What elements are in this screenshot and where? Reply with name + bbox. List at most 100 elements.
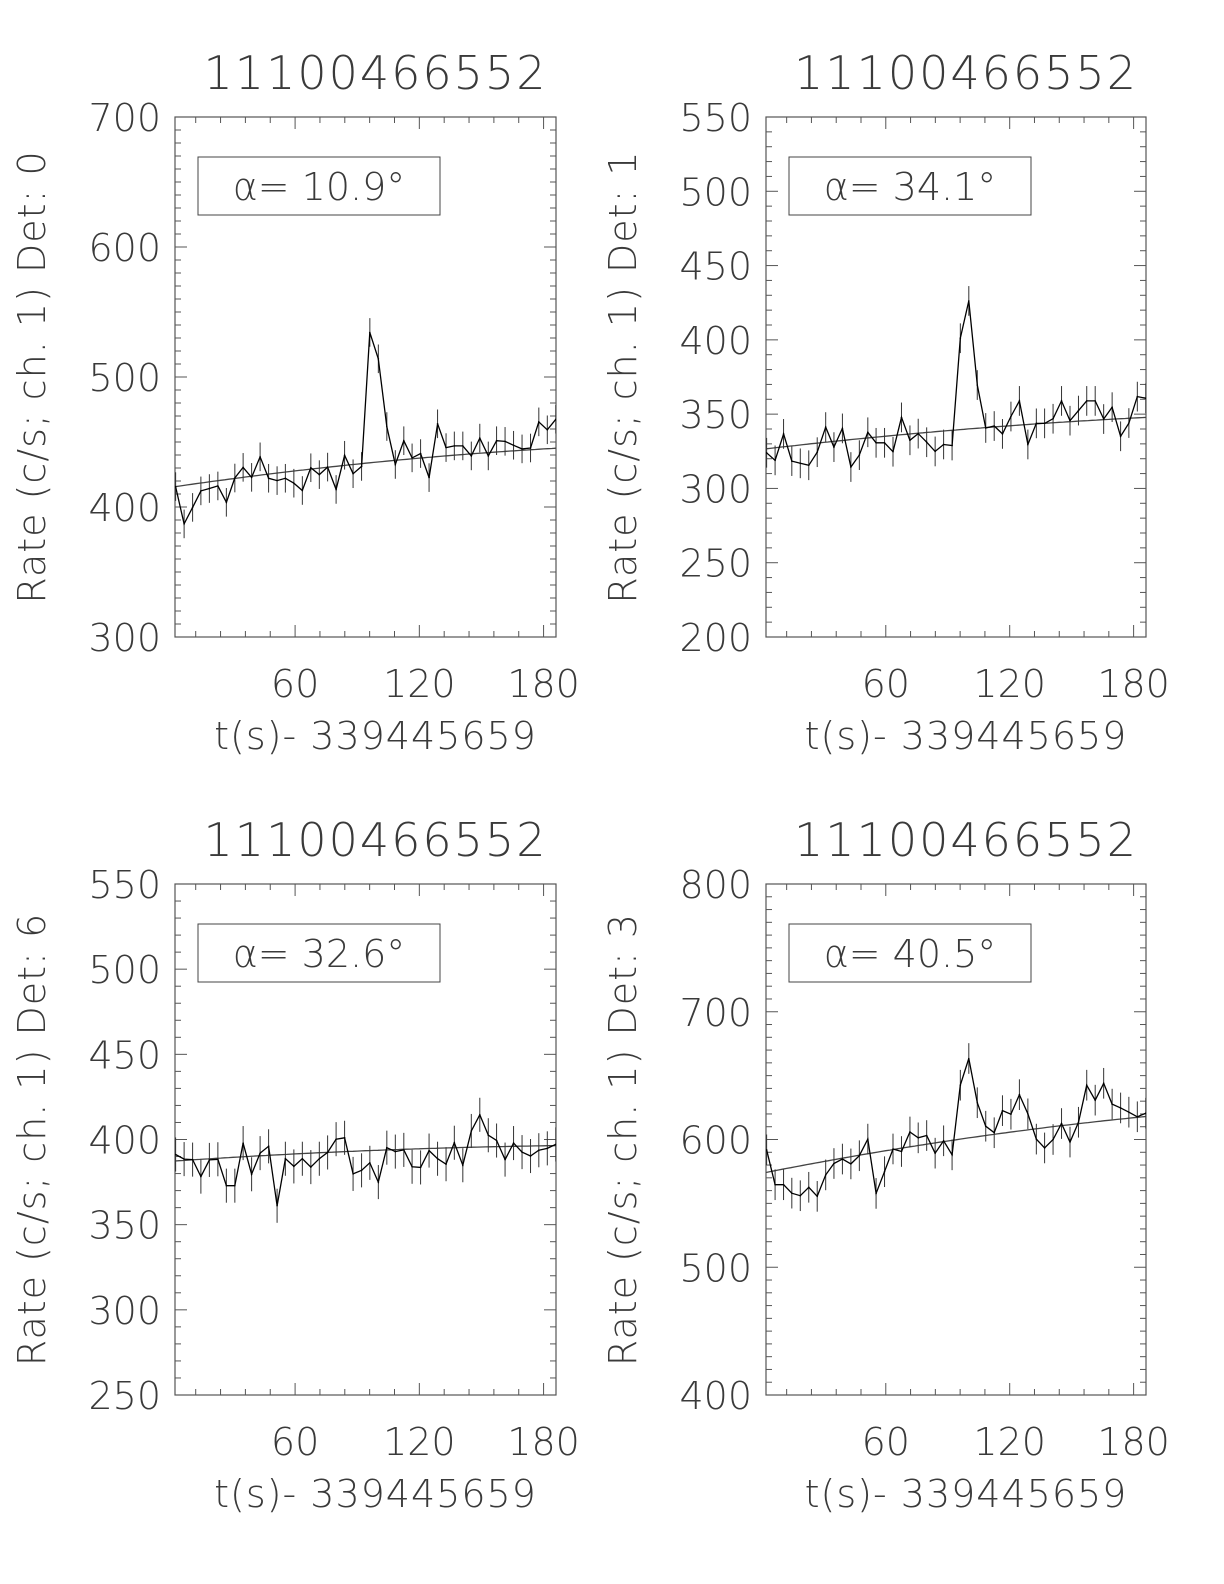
data-point — [419, 1166, 422, 1169]
data-point — [1119, 435, 1122, 438]
y-tick-label: 350 — [679, 393, 752, 437]
y-tick-label: 400 — [679, 1374, 752, 1418]
x-tick-label: 120 — [383, 662, 456, 706]
data-point — [301, 1157, 304, 1160]
data-point — [858, 1154, 861, 1157]
x-tick-label: 180 — [1097, 1420, 1170, 1464]
data-point — [766, 451, 768, 454]
data-point — [774, 459, 776, 462]
data-point — [546, 428, 549, 431]
light-curve — [175, 1113, 556, 1206]
data-point — [976, 1101, 979, 1104]
x-axis-label: t(s)- 339445659 — [214, 1472, 537, 1516]
data-point — [925, 441, 928, 444]
data-point — [1128, 422, 1130, 424]
data-point — [1136, 395, 1139, 398]
data-point — [782, 433, 785, 435]
data-point — [538, 1149, 540, 1152]
data-point — [352, 1173, 354, 1175]
data-point — [529, 1155, 532, 1157]
data-point — [445, 1163, 447, 1165]
data-point — [554, 418, 556, 421]
data-point — [428, 1149, 430, 1152]
data-point — [259, 456, 261, 458]
y-tick-label: 600 — [679, 1119, 752, 1163]
data-point — [284, 477, 287, 480]
data-point — [951, 1154, 953, 1156]
data-point — [841, 1158, 844, 1160]
y-tick-label: 450 — [679, 245, 752, 289]
data-layer — [766, 1043, 1146, 1212]
y-tick-label: 200 — [679, 616, 752, 660]
data-point — [310, 466, 312, 469]
data-point — [875, 442, 877, 444]
data-point — [1010, 1113, 1012, 1116]
x-axis-label: t(s)- 339445659 — [805, 1472, 1128, 1516]
data-point — [984, 1125, 987, 1128]
data-point — [242, 466, 244, 469]
data-point — [1102, 418, 1105, 420]
x-tick-label: 180 — [1097, 662, 1170, 706]
fit-curve — [766, 1115, 1146, 1174]
data-point — [267, 1145, 270, 1148]
data-point — [942, 1139, 945, 1142]
y-axis-label: Rate (c/s; ch. 1) Det: 1 — [601, 150, 645, 603]
data-point — [369, 331, 371, 334]
data-point — [487, 455, 490, 457]
data-point — [1027, 1113, 1029, 1115]
panel-title: 11100466552 — [204, 813, 548, 867]
data-point — [1043, 1147, 1046, 1149]
data-point — [807, 464, 810, 467]
y-tick-label: 400 — [88, 1119, 161, 1163]
data-point — [546, 1147, 549, 1150]
data-point — [377, 358, 380, 360]
y-tick-label: 400 — [88, 486, 161, 530]
data-point — [326, 1151, 329, 1154]
data-point — [512, 1142, 515, 1144]
data-point — [1060, 400, 1063, 402]
data-point — [867, 1138, 869, 1140]
data-point — [909, 439, 911, 442]
panel-1: 11100466552 60 120 180 200 250 300 350 400 450 500… — [601, 46, 1170, 758]
y-tick-label: 400 — [679, 319, 752, 363]
x-tick-label: 180 — [507, 1420, 580, 1464]
data-point — [824, 426, 827, 428]
data-point — [529, 447, 532, 449]
x-tick-label: 60 — [862, 1420, 910, 1464]
y-tick-label: 300 — [88, 616, 161, 660]
data-point — [799, 462, 802, 465]
data-point — [1111, 1103, 1113, 1105]
data-point — [858, 454, 861, 456]
data-point — [521, 448, 523, 450]
data-point — [959, 337, 962, 340]
data-point — [191, 1158, 194, 1161]
data-point — [917, 1137, 920, 1139]
data-point — [521, 1151, 523, 1153]
light-curve — [766, 300, 1146, 469]
data-point — [436, 1157, 439, 1160]
data-point — [386, 1146, 388, 1149]
data-point — [343, 1136, 346, 1139]
data-point — [875, 1192, 877, 1195]
data-point — [293, 1165, 295, 1168]
alpha-annotation: α= 10.9° — [233, 165, 406, 209]
data-point — [250, 1173, 253, 1176]
data-point — [200, 1175, 202, 1178]
data-point — [1018, 400, 1021, 402]
data-point — [335, 488, 337, 491]
data-point — [1111, 406, 1113, 408]
x-axis-label: t(s)- 339445659 — [805, 714, 1128, 758]
data-point — [487, 1134, 490, 1137]
data-point — [352, 472, 354, 475]
data-point — [942, 443, 945, 446]
data-point — [892, 450, 894, 453]
data-point — [900, 416, 903, 419]
data-layer — [175, 318, 556, 539]
data-point — [284, 1157, 287, 1160]
data-point — [436, 423, 439, 425]
data-point — [495, 439, 498, 442]
x-tick-label: 120 — [973, 1420, 1046, 1464]
data-point — [217, 485, 219, 487]
y-tick-label: 550 — [679, 96, 752, 140]
data-point — [816, 1195, 819, 1198]
